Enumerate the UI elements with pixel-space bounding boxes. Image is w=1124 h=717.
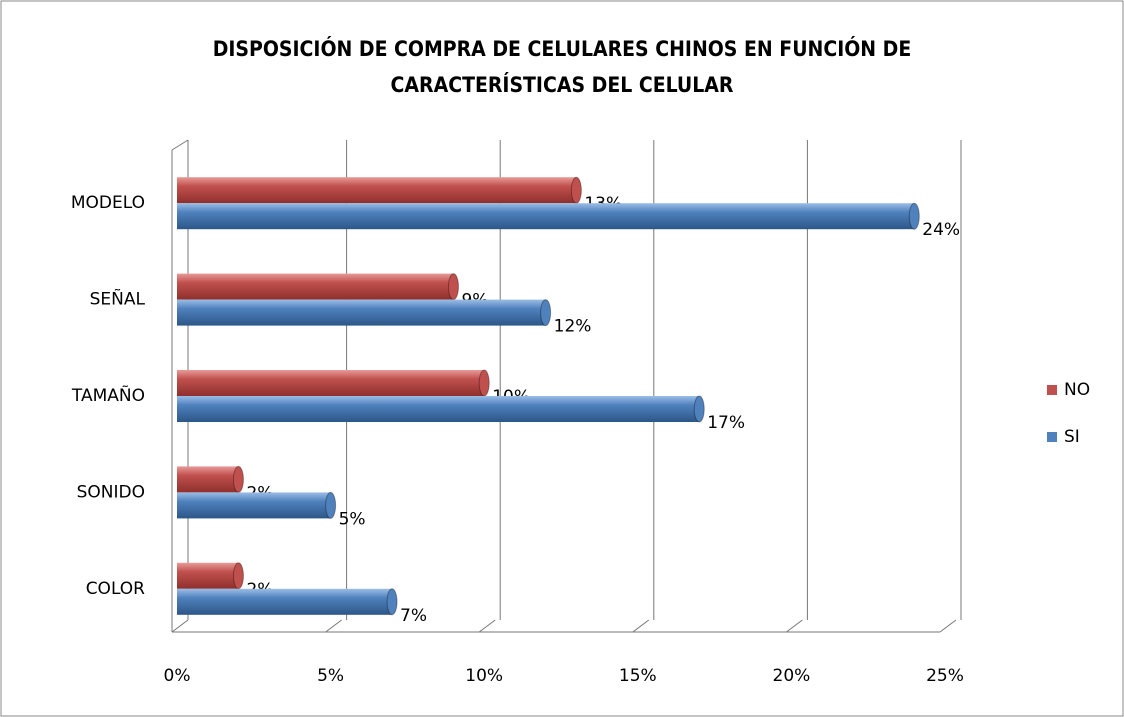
x-tick-label: 0% xyxy=(164,666,191,686)
bar xyxy=(177,177,577,204)
value-label: 5% xyxy=(339,509,366,529)
floor-line xyxy=(939,619,957,633)
bar-cap xyxy=(325,491,337,519)
bar-cap xyxy=(232,562,244,590)
legend-swatch xyxy=(1047,432,1057,442)
bar xyxy=(177,492,331,519)
y-tick-label: SONIDO xyxy=(77,482,145,502)
floor-line xyxy=(632,619,650,633)
floor-line xyxy=(478,619,496,633)
bar xyxy=(177,299,546,326)
bar xyxy=(177,562,239,589)
chart-title: CARACTERÍSTICAS DEL CELULAR xyxy=(391,72,734,97)
bar xyxy=(177,203,915,230)
bar-cap xyxy=(232,465,244,493)
chart-title: DISPOSICIÓN DE COMPRA DE CELULARES CHINO… xyxy=(213,36,912,61)
bar-cap xyxy=(447,273,459,301)
x-tick-label: 10% xyxy=(465,666,503,686)
value-label: 24% xyxy=(922,220,960,240)
floor-line xyxy=(325,619,342,633)
bar xyxy=(177,273,454,300)
value-label: 12% xyxy=(554,317,592,337)
x-tick-label: 25% xyxy=(926,666,964,686)
bar-cap xyxy=(693,395,705,423)
x-tick-label: 20% xyxy=(773,666,811,686)
bar-cap xyxy=(540,299,552,327)
axis-edge xyxy=(171,139,189,151)
value-label: 17% xyxy=(707,413,745,433)
legend-label: SI xyxy=(1064,427,1080,447)
x-tick-label: 5% xyxy=(317,666,344,686)
y-tick-label: TAMAÑO xyxy=(71,384,145,406)
value-label: 7% xyxy=(400,606,427,626)
legend-label: NO xyxy=(1064,380,1090,400)
bar-cap xyxy=(570,176,582,204)
y-tick-label: SEÑAL xyxy=(90,288,146,310)
bar xyxy=(177,396,700,422)
legend-swatch xyxy=(1047,385,1057,395)
bar xyxy=(177,370,485,396)
floor-line xyxy=(171,619,189,633)
x-tick-label: 15% xyxy=(619,666,657,686)
bar-cap xyxy=(386,588,398,616)
y-tick-label: MODELO xyxy=(71,193,145,213)
floor-line xyxy=(786,619,803,633)
bar-cap xyxy=(908,202,920,230)
bar-cap xyxy=(478,369,490,397)
bar xyxy=(177,466,239,493)
bar xyxy=(177,588,393,615)
y-tick-label: COLOR xyxy=(86,579,145,599)
